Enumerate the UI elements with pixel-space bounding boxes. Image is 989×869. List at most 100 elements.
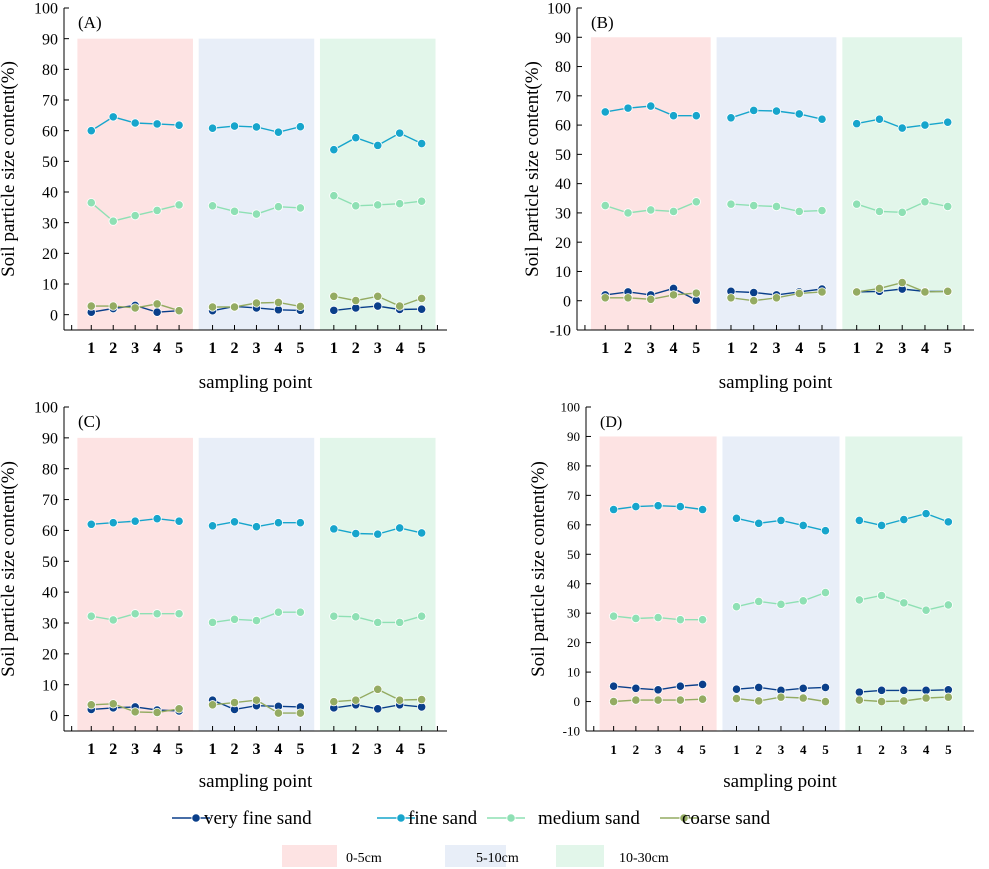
y-tick-label: 20 xyxy=(555,235,571,252)
data-point-fine-sand xyxy=(229,517,240,527)
data-point-fine-sand xyxy=(600,107,610,117)
data-point-coarse-sand xyxy=(794,288,804,299)
data-point-coarse-sand xyxy=(417,694,427,705)
data-point-coarse-sand xyxy=(273,708,284,718)
x-tick-label: 2 xyxy=(231,741,239,758)
y-tick-label: 10 xyxy=(42,677,58,694)
data-point-coarse-sand xyxy=(646,294,656,304)
data-point-very-fine-sand xyxy=(876,685,887,695)
data-point-medium-sand xyxy=(697,615,708,625)
data-point-fine-sand xyxy=(852,119,862,129)
y-tick-label: 20 xyxy=(42,246,58,263)
y-tick-label: 90 xyxy=(555,30,571,47)
x-tick-label: 4 xyxy=(274,340,282,357)
y-tick-label: 100 xyxy=(34,1,58,18)
data-point-coarse-sand xyxy=(631,695,641,705)
legend-label-medium-sand: medium sand xyxy=(538,808,640,829)
x-axis-title: sampling point xyxy=(723,771,837,792)
data-point-fine-sand xyxy=(329,145,339,155)
data-point-medium-sand xyxy=(646,205,656,215)
data-point-coarse-sand xyxy=(771,293,782,303)
y-tick-label: 0 xyxy=(50,708,58,725)
data-point-medium-sand xyxy=(668,206,679,217)
data-point-fine-sand xyxy=(295,518,305,528)
depth-swatch-10-30cm xyxy=(556,845,604,867)
data-point-coarse-sand xyxy=(726,293,736,303)
data-point-very-fine-sand xyxy=(329,305,339,315)
data-point-fine-sand xyxy=(754,518,764,528)
data-point-fine-sand xyxy=(108,518,118,528)
data-point-medium-sand xyxy=(351,612,361,622)
data-point-fine-sand xyxy=(943,517,953,527)
data-point-fine-sand xyxy=(130,118,140,128)
data-point-medium-sand xyxy=(798,596,808,606)
y-tick-label: 40 xyxy=(555,176,571,193)
x-tick-label: 4 xyxy=(274,741,282,758)
x-tick-label: 3 xyxy=(898,340,906,357)
data-point-medium-sand xyxy=(86,198,96,208)
y-tick-label: 0 xyxy=(574,694,581,709)
data-point-medium-sand xyxy=(417,611,427,621)
x-tick-label: 1 xyxy=(610,742,617,757)
data-point-fine-sand xyxy=(943,117,953,127)
x-tick-label: 4 xyxy=(396,741,404,758)
x-tick-label: 2 xyxy=(231,340,239,357)
x-tick-label: 5 xyxy=(418,340,426,357)
data-point-very-fine-sand xyxy=(697,679,708,690)
x-tick-label: 5 xyxy=(296,741,304,758)
x-tick-label: 3 xyxy=(647,340,655,357)
x-tick-label: 2 xyxy=(352,741,360,758)
data-point-medium-sand xyxy=(921,605,931,615)
x-tick-label: 1 xyxy=(727,340,735,357)
data-point-fine-sand xyxy=(899,514,909,525)
y-tick-label: 100 xyxy=(561,400,581,415)
y-tick-label: 50 xyxy=(555,147,571,164)
data-point-medium-sand xyxy=(623,208,633,218)
data-point-medium-sand xyxy=(207,201,218,211)
x-tick-label: 2 xyxy=(624,340,632,357)
x-tick-label: 1 xyxy=(853,340,861,357)
x-tick-label: 4 xyxy=(153,741,161,758)
data-point-medium-sand xyxy=(329,611,339,621)
data-point-medium-sand xyxy=(108,216,118,226)
data-point-medium-sand xyxy=(691,197,701,207)
data-point-fine-sand xyxy=(373,529,383,539)
depth-label-5-10cm: 5-10cm xyxy=(476,851,519,866)
x-tick-label: 1 xyxy=(87,340,95,357)
legend-marker-coarse-sand xyxy=(679,813,689,823)
data-point-coarse-sand xyxy=(921,693,931,703)
y-tick-label: 70 xyxy=(42,492,58,509)
data-point-fine-sand xyxy=(417,528,427,538)
data-point-fine-sand xyxy=(854,515,864,526)
data-point-fine-sand xyxy=(675,501,685,512)
x-tick-label: 2 xyxy=(755,742,762,757)
legend-marker-medium-sand xyxy=(506,813,516,823)
y-tick-label: 60 xyxy=(567,517,580,532)
y-tick-label: 50 xyxy=(42,154,58,171)
data-point-fine-sand xyxy=(749,105,759,116)
x-tick-label: 5 xyxy=(175,741,183,758)
x-tick-label: 2 xyxy=(352,340,360,357)
data-point-coarse-sand xyxy=(395,695,405,705)
data-point-coarse-sand xyxy=(668,290,679,300)
depth-band-10-30cm xyxy=(845,436,963,731)
data-point-medium-sand xyxy=(130,609,140,619)
x-tick-label: 3 xyxy=(252,340,260,357)
data-point-medium-sand xyxy=(820,587,831,598)
data-point-very-fine-sand xyxy=(373,301,383,311)
data-point-fine-sand xyxy=(874,114,885,124)
x-tick-label: 1 xyxy=(733,742,740,757)
x-tick-label: 3 xyxy=(901,742,908,757)
data-point-very-fine-sand xyxy=(653,685,663,695)
data-point-medium-sand xyxy=(373,617,383,627)
data-point-medium-sand xyxy=(726,199,736,209)
data-point-fine-sand xyxy=(251,122,262,132)
data-point-very-fine-sand xyxy=(854,687,864,697)
x-tick-label: 5 xyxy=(175,340,183,357)
depth-band-5-10cm xyxy=(198,437,315,731)
data-point-medium-sand xyxy=(152,609,162,619)
data-point-medium-sand xyxy=(874,206,885,217)
panel-label: (B) xyxy=(591,13,614,32)
